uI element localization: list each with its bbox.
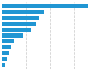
- Bar: [2, 45, 11, 49]
- Bar: [2, 63, 5, 67]
- Bar: [2, 4, 88, 8]
- Bar: [2, 16, 39, 20]
- Bar: [2, 28, 31, 32]
- Bar: [2, 51, 8, 55]
- Bar: [2, 33, 23, 38]
- Bar: [2, 10, 44, 14]
- Bar: [2, 22, 36, 26]
- Bar: [2, 57, 7, 61]
- Bar: [2, 39, 14, 43]
